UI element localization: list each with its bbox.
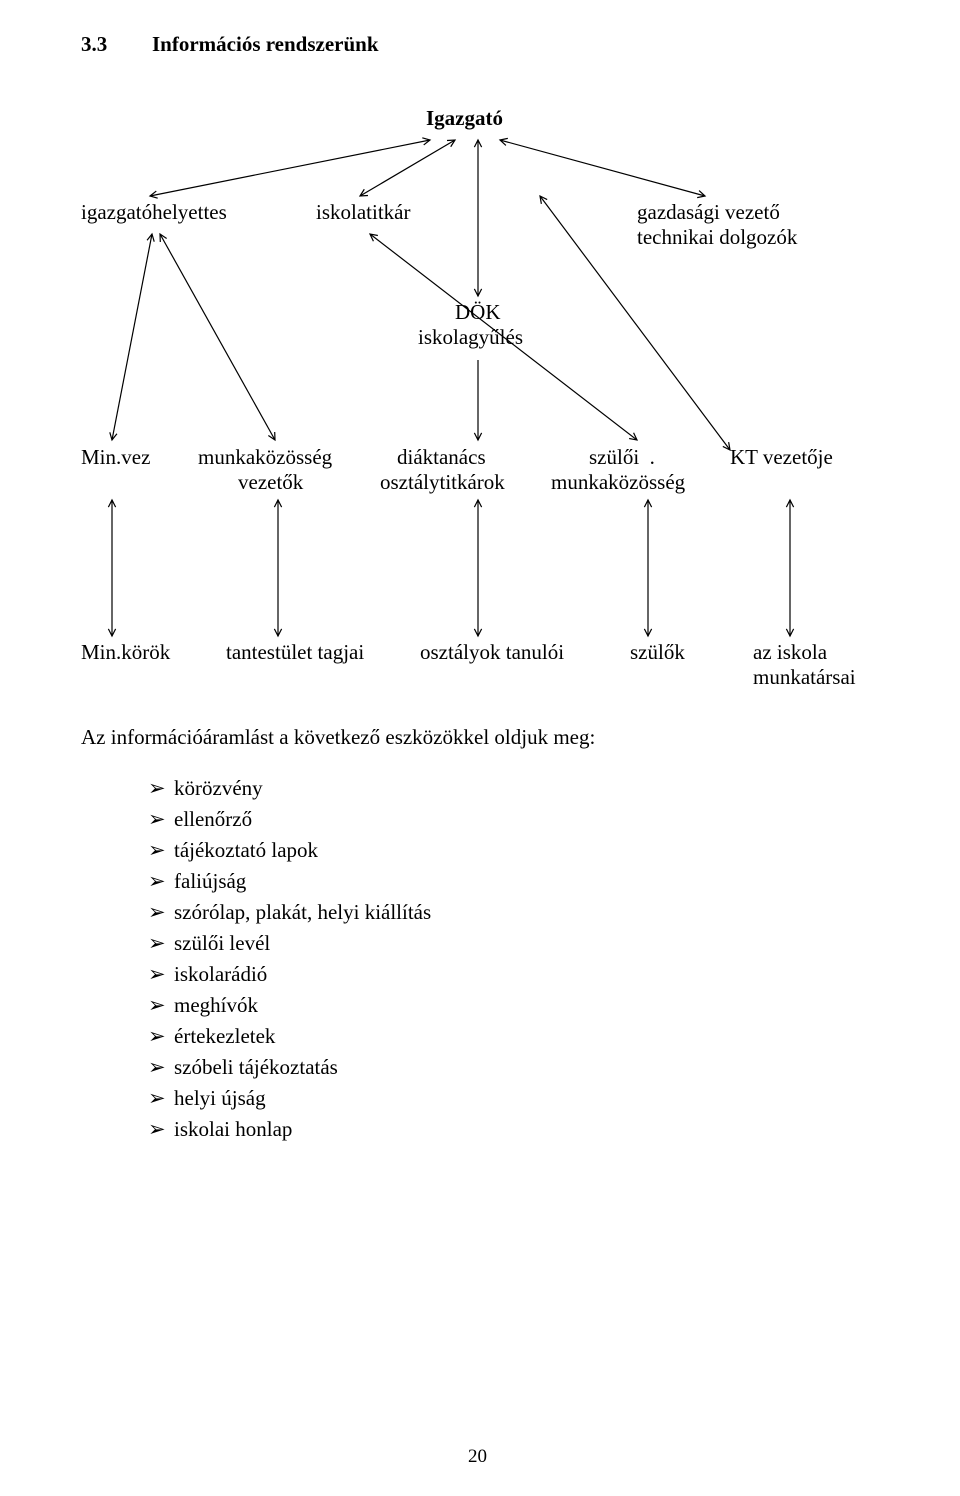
diagram-node-l5a: Min.körök xyxy=(81,640,170,665)
list-item: ➢iskolai honlap xyxy=(148,1117,431,1148)
bullet-icon: ➢ xyxy=(148,1055,174,1080)
bullet-icon: ➢ xyxy=(148,993,174,1018)
list-item: ➢meghívók xyxy=(148,993,431,1024)
list-item: ➢szóbeli tájékoztatás xyxy=(148,1055,431,1086)
list-item: ➢faliújság xyxy=(148,869,431,900)
bullet-icon: ➢ xyxy=(148,1086,174,1111)
bullet-icon: ➢ xyxy=(148,931,174,956)
diagram-node-l3b: iskolagyűlés xyxy=(418,325,523,350)
list-item: ➢tájékoztató lapok xyxy=(148,838,431,869)
bullet-text: szülői levél xyxy=(174,931,270,956)
bullet-text: meghívók xyxy=(174,993,258,1018)
bullet-text: iskolarádió xyxy=(174,962,267,987)
list-item: ➢iskolarádió xyxy=(148,962,431,993)
bullet-icon: ➢ xyxy=(148,838,174,863)
diagram-node-l5c: osztályok tanulói xyxy=(420,640,564,665)
info-paragraph: Az információáramlást a következő eszköz… xyxy=(81,725,595,750)
bullet-text: szórólap, plakát, helyi kiállítás xyxy=(174,900,431,925)
list-item: ➢szórólap, plakát, helyi kiállítás xyxy=(148,900,431,931)
diagram-node-l4c_2: osztálytitkárok xyxy=(380,470,505,495)
bullet-text: értekezletek xyxy=(174,1024,275,1049)
bullet-text: iskolai honlap xyxy=(174,1117,292,1142)
bullet-text: szóbeli tájékoztatás xyxy=(174,1055,338,1080)
diagram-node-l3a: DÖK xyxy=(455,300,501,325)
diagram-node-l5b: tantestület tagjai xyxy=(226,640,364,665)
diagram-node-l2c_line2: technikai dolgozók xyxy=(637,225,797,250)
diagram-node-l4d_1: szülői . xyxy=(589,445,655,470)
diagram-node-l2b: iskolatitkár xyxy=(316,200,410,225)
bullet-text: ellenőrző xyxy=(174,807,252,832)
bullet-list: ➢körözvény➢ellenőrző➢tájékoztató lapok➢f… xyxy=(148,776,431,1148)
bullet-icon: ➢ xyxy=(148,776,174,801)
bullet-icon: ➢ xyxy=(148,1024,174,1049)
bullet-text: faliújság xyxy=(174,869,246,894)
list-item: ➢ellenőrző xyxy=(148,807,431,838)
bullet-icon: ➢ xyxy=(148,900,174,925)
bullet-text: körözvény xyxy=(174,776,263,801)
bullet-icon: ➢ xyxy=(148,1117,174,1142)
diagram-node-l4c_1: diáktanács xyxy=(397,445,486,470)
diagram-node-l5e_1: az iskola xyxy=(753,640,827,665)
list-item: ➢helyi újság xyxy=(148,1086,431,1117)
diagram-node-l4a_1: Min.vez xyxy=(81,445,150,470)
diagram-node-l4b_2: vezetők xyxy=(238,470,303,495)
bullet-text: helyi újság xyxy=(174,1086,266,1111)
diagram-node-l2c_line1: gazdasági vezető xyxy=(637,200,780,225)
diagram-node-l5d: szülők xyxy=(630,640,685,665)
page-number: 20 xyxy=(468,1446,487,1468)
bullet-icon: ➢ xyxy=(148,807,174,832)
list-item: ➢szülői levél xyxy=(148,931,431,962)
diagram-node-l2a: igazgatóhelyettes xyxy=(81,200,227,225)
list-item: ➢körözvény xyxy=(148,776,431,807)
bullet-icon: ➢ xyxy=(148,869,174,894)
bullet-icon: ➢ xyxy=(148,962,174,987)
diagram-node-l4e: KT vezetője xyxy=(730,445,833,470)
diagram-node-l4b_1: munkaközösség xyxy=(198,445,332,470)
diagram-node-l4d_2: munkaközösség xyxy=(551,470,685,495)
section-number: 3.3 xyxy=(81,32,107,57)
diagram-node-l5e_2: munkatársai xyxy=(753,665,856,690)
diagram-node-root: Igazgató xyxy=(426,106,503,131)
bullet-text: tájékoztató lapok xyxy=(174,838,318,863)
list-item: ➢értekezletek xyxy=(148,1024,431,1055)
section-title: Információs rendszerünk xyxy=(152,32,379,57)
